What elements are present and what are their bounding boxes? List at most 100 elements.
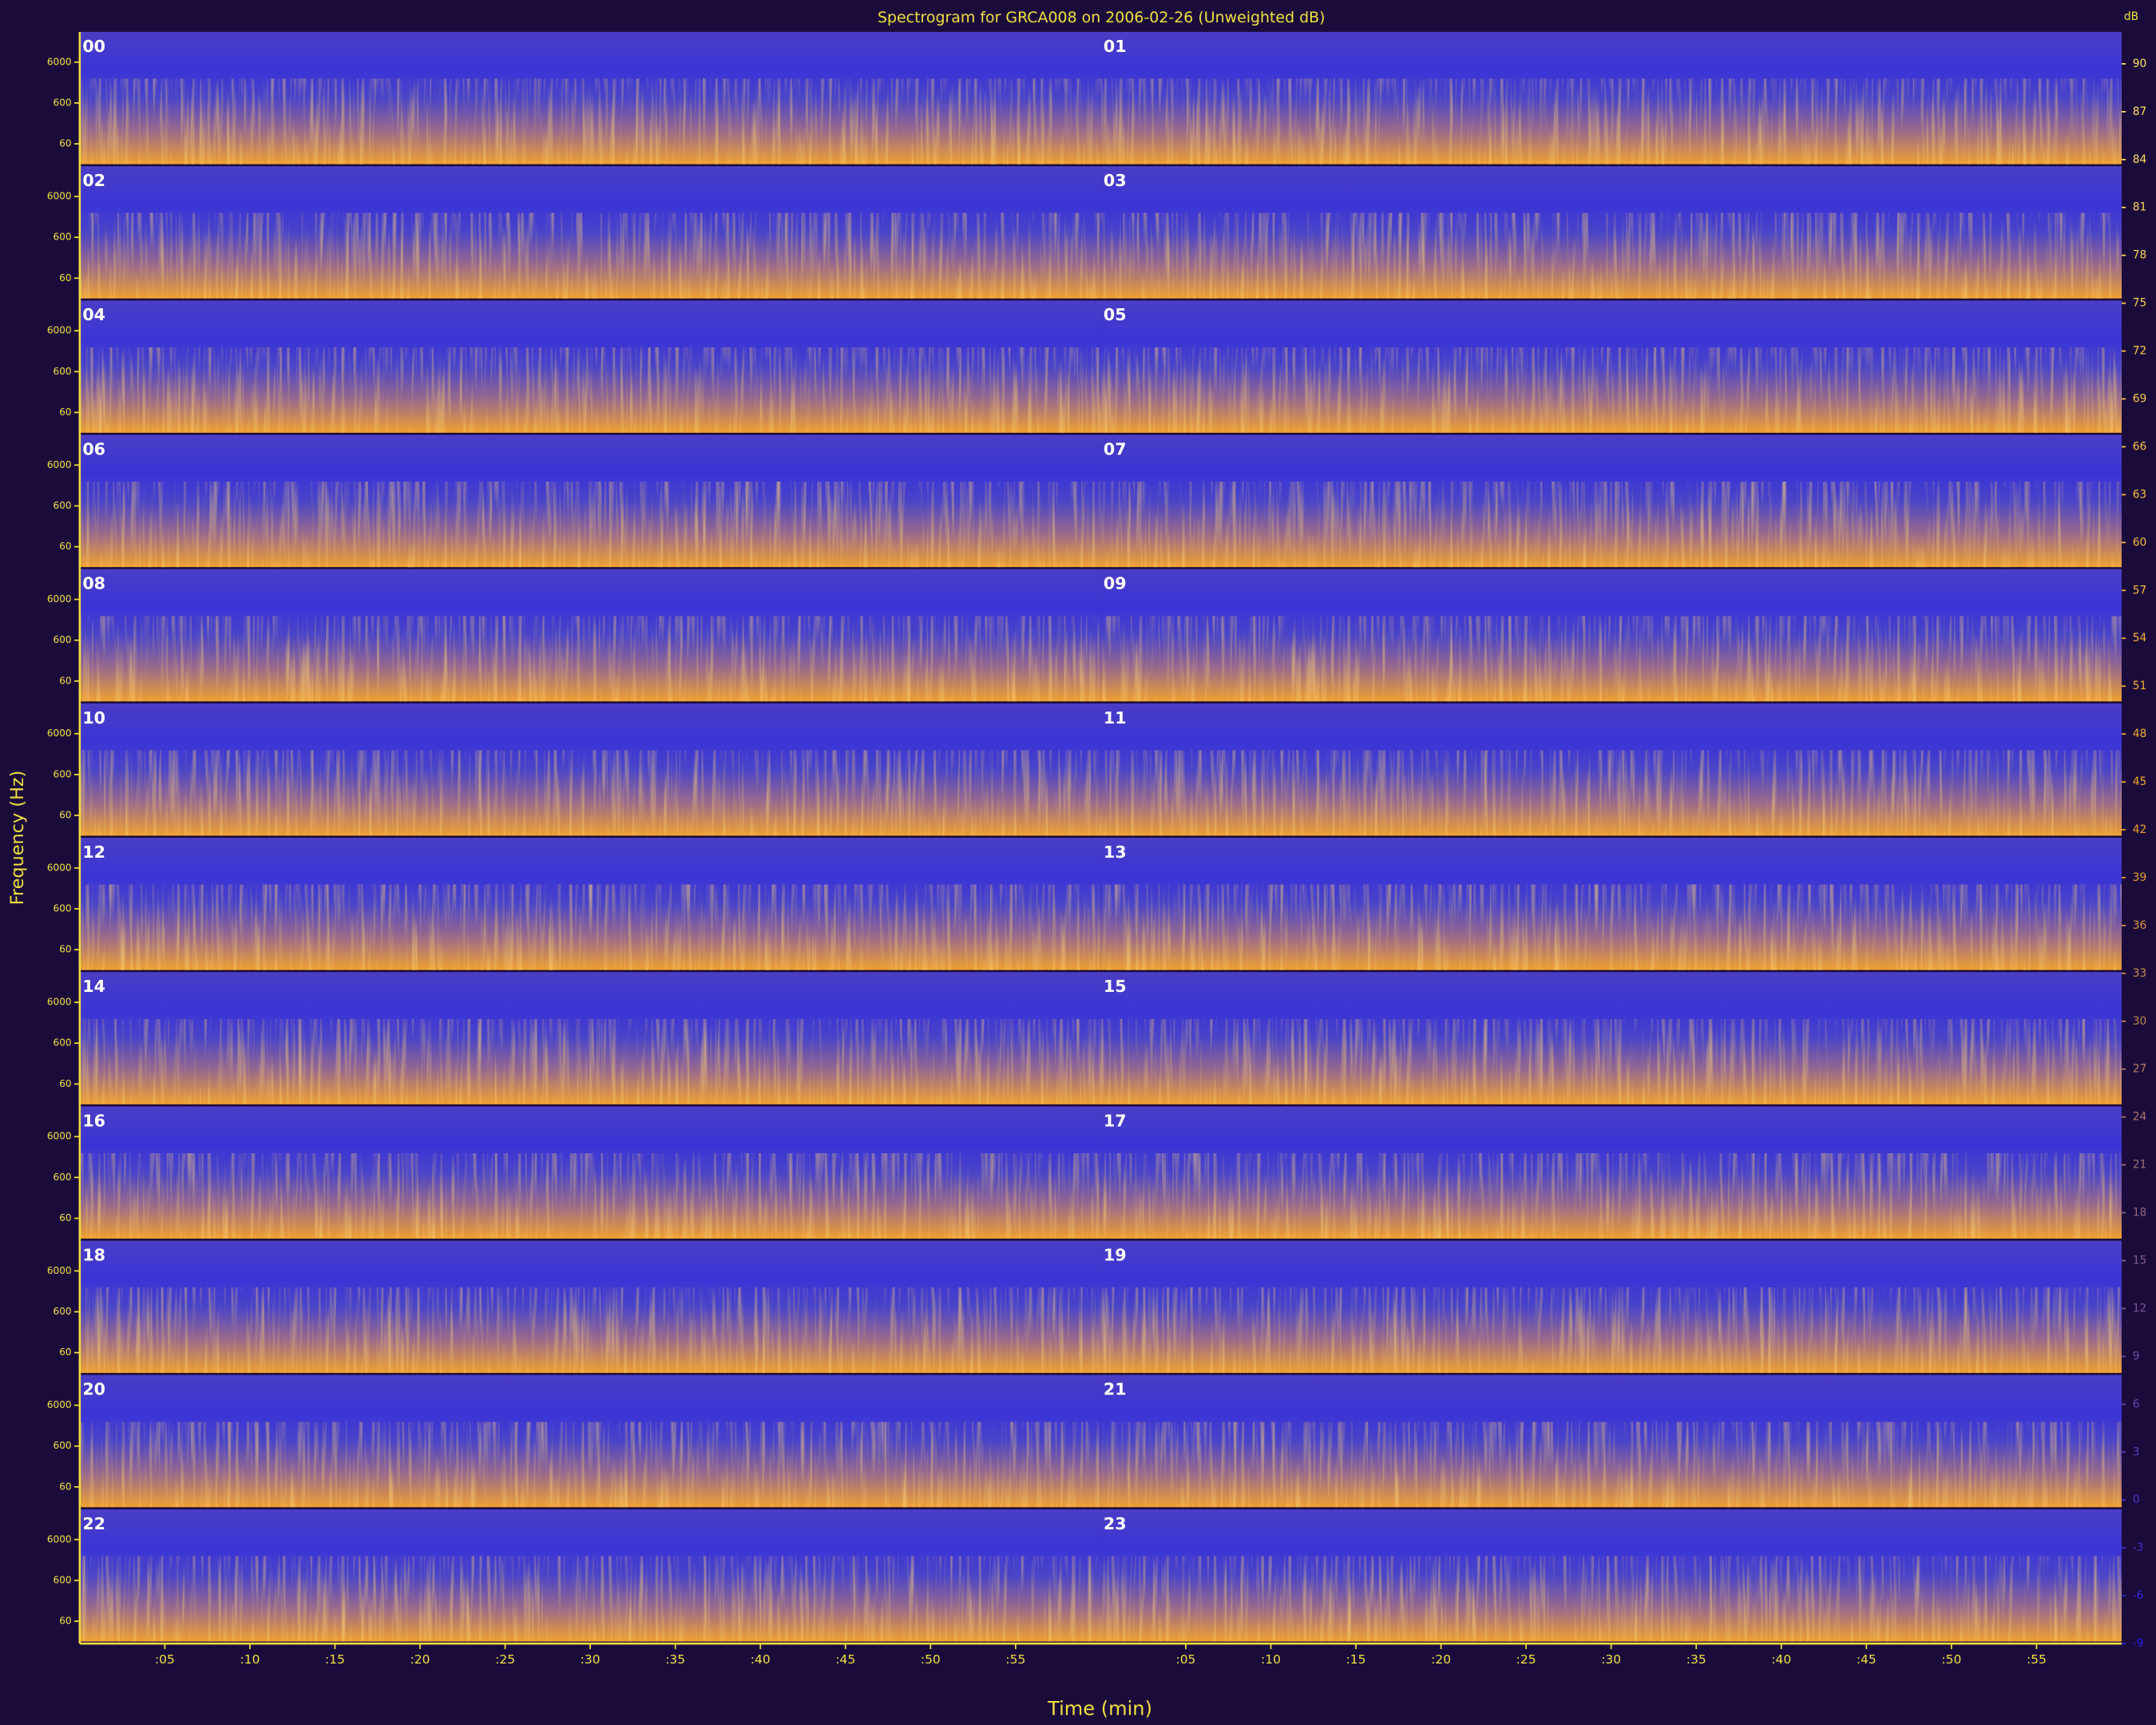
- hour-label: 12: [82, 843, 105, 862]
- spectrogram-texture: [1100, 1556, 2122, 1642]
- y-tick-label: 6000: [47, 325, 72, 336]
- spectrogram-texture: [79, 347, 1101, 433]
- spectrogram-texture: [79, 750, 1101, 836]
- hour-label: 17: [1104, 1111, 1127, 1130]
- x-axis-label: Time (min): [1047, 1698, 1152, 1720]
- y-tick-label: 60: [59, 1078, 71, 1089]
- hour-label: 20: [82, 1380, 105, 1399]
- y-tick-label: 6000: [47, 1533, 72, 1545]
- spectrogram-texture: [1100, 347, 2122, 433]
- hour-label: 03: [1104, 171, 1127, 190]
- spectrogram-texture: [1100, 78, 2122, 165]
- y-tick-label: 600: [54, 1440, 72, 1451]
- y-tick-label: 600: [54, 500, 72, 511]
- x-tick-label: :15: [1346, 1652, 1366, 1667]
- y-tick-label: 60: [59, 675, 71, 686]
- spectrogram-texture: [1100, 884, 2122, 970]
- colorbar-tick-label: -3: [2133, 1541, 2144, 1554]
- x-tick-label: :40: [751, 1652, 771, 1667]
- hour-label: 10: [82, 708, 105, 728]
- colorbar-tick-label: 12: [2133, 1302, 2147, 1315]
- spectrogram-texture: [79, 1422, 1101, 1508]
- x-tick-label: :25: [1516, 1652, 1536, 1667]
- y-tick-label: 60: [59, 138, 71, 149]
- hour-label: 07: [1104, 439, 1127, 458]
- y-tick-label: 6000: [47, 1131, 72, 1142]
- y-tick-label: 60: [59, 944, 71, 955]
- y-tick-label: 60: [59, 541, 71, 552]
- y-tick-label: 6000: [47, 56, 72, 67]
- colorbar-tick-label: 30: [2133, 1015, 2147, 1028]
- colorbar-tick-label: 60: [2133, 536, 2147, 549]
- spectrogram-texture: [1100, 212, 2122, 299]
- x-tick-label: :45: [835, 1652, 855, 1667]
- colorbar-tick-label: 54: [2133, 632, 2147, 644]
- y-tick-label: 6000: [47, 728, 72, 739]
- spectrogram-texture: [1100, 1019, 2122, 1104]
- x-tick-label: :25: [495, 1652, 515, 1667]
- hour-label: 14: [82, 977, 105, 996]
- colorbar-tick-label: 63: [2133, 488, 2147, 501]
- y-tick-label: 600: [54, 1037, 72, 1049]
- spectrogram-texture: [1100, 1422, 2122, 1508]
- colorbar-tick-label: 51: [2133, 680, 2147, 692]
- y-tick-label: 600: [54, 1172, 72, 1183]
- hour-label: 06: [82, 439, 105, 458]
- x-tick-label: :20: [410, 1652, 430, 1667]
- hour-label: 01: [1104, 37, 1127, 56]
- y-tick-label: 6000: [47, 1399, 72, 1410]
- y-tick-label: 600: [54, 768, 72, 779]
- spectrogram-texture: [79, 482, 1101, 568]
- x-tick-label: :35: [1686, 1652, 1706, 1667]
- colorbar-tick-label: 33: [2133, 967, 2147, 980]
- y-tick-label: 60: [59, 272, 71, 284]
- hour-label: 22: [82, 1514, 105, 1533]
- colorbar-tick-label: 15: [2133, 1255, 2147, 1267]
- y-axis-label: Frequency (Hz): [7, 771, 28, 906]
- hour-label: 19: [1104, 1245, 1127, 1264]
- y-tick-label: 60: [59, 1481, 71, 1492]
- colorbar-tick-label: 75: [2133, 297, 2147, 310]
- x-tick-label: :30: [581, 1652, 600, 1667]
- colorbar-tick-label: -9: [2133, 1637, 2144, 1650]
- y-tick-label: 6000: [47, 862, 72, 873]
- hour-label: 04: [82, 305, 105, 324]
- hour-label: 02: [82, 171, 105, 190]
- spectrogram-texture: [79, 212, 1101, 299]
- hour-label: 08: [82, 574, 105, 593]
- colorbar-tick-label: 78: [2133, 249, 2147, 262]
- colorbar-tick-label: 84: [2133, 153, 2147, 166]
- colorbar-tick-label: 69: [2133, 393, 2147, 406]
- spectrogram-texture: [79, 884, 1101, 970]
- spectrogram-texture: [79, 616, 1101, 702]
- x-tick-label: :50: [921, 1652, 941, 1667]
- spectrogram-texture: [1100, 1153, 2122, 1239]
- colorbar-tick-label: -6: [2133, 1589, 2144, 1602]
- hour-label: 00: [82, 37, 105, 56]
- y-tick-label: 60: [59, 1212, 71, 1223]
- x-tick-label: :45: [1857, 1652, 1877, 1667]
- colorbar-tick-label: 45: [2133, 775, 2147, 788]
- spectrogram-texture: [79, 1019, 1101, 1104]
- y-tick-label: 60: [59, 1346, 71, 1358]
- x-tick-label: :50: [1941, 1652, 1961, 1667]
- x-tick-label: :55: [1005, 1652, 1025, 1667]
- x-tick-label: :10: [240, 1652, 260, 1667]
- x-tick-label: :30: [1601, 1652, 1621, 1667]
- y-tick-label: 600: [54, 1306, 72, 1317]
- y-tick-label: 60: [59, 1616, 71, 1627]
- y-tick-label: 6000: [47, 459, 72, 470]
- colorbar-tick-label: 21: [2133, 1159, 2147, 1172]
- x-tick-label: :35: [665, 1652, 685, 1667]
- y-tick-label: 6000: [47, 593, 72, 605]
- hour-label: 11: [1104, 708, 1127, 728]
- colorbar-tick-label: 18: [2133, 1207, 2147, 1219]
- y-tick-label: 600: [54, 1574, 72, 1585]
- colorbar-tick-label: 27: [2133, 1063, 2147, 1076]
- colorbar-tick-label: 81: [2133, 201, 2147, 214]
- hour-label: 23: [1104, 1514, 1127, 1533]
- y-tick-label: 600: [54, 366, 72, 377]
- x-tick-label: :20: [1431, 1652, 1451, 1667]
- y-tick-label: 60: [59, 809, 71, 820]
